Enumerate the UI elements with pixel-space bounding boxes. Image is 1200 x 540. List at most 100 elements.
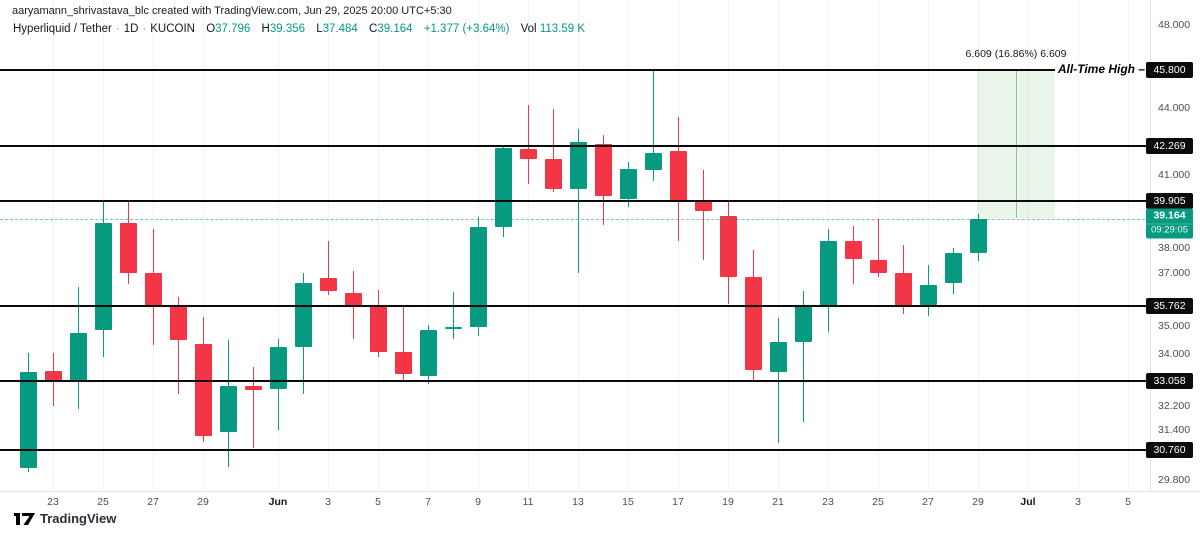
time-tick-label: 5 [1125, 496, 1131, 508]
symbol-name[interactable]: Hyperliquid / Tether [13, 23, 112, 35]
time-tick-label: 25 [872, 496, 884, 508]
candle [820, 241, 837, 307]
candle-wick [403, 306, 404, 380]
price-level-line[interactable] [0, 200, 1150, 203]
candle-wick [878, 218, 879, 277]
candle-wick [253, 366, 254, 448]
time-tick-label: 19 [722, 496, 734, 508]
volume-value: 113.59 K [539, 23, 586, 35]
candle [745, 276, 762, 371]
time-tick-label: 17 [672, 496, 684, 508]
volume-label: Vol [520, 23, 537, 35]
price-tick-label: 31.400 [1158, 423, 1191, 436]
candle [45, 370, 62, 382]
candle [520, 148, 537, 159]
candle-wick [703, 169, 704, 260]
tradingview-logo[interactable]: TradingView [14, 511, 116, 526]
candle [470, 226, 487, 327]
candle [495, 147, 512, 227]
price-level-line[interactable] [0, 448, 1150, 451]
time-tick-label: 13 [572, 496, 584, 508]
grid-line-vertical [53, 0, 54, 491]
candle-wick [653, 69, 654, 182]
time-axis[interactable]: 23 25 27 29 Jun 3 5 7 9 11 13 15 17 19 21 23 25 27 29 Jul 3 5 [0, 491, 1200, 513]
price-level-line[interactable] [0, 145, 1150, 148]
grid-line-vertical [928, 0, 929, 491]
candle [20, 372, 37, 468]
attribution-text: aaryamann_shrivastava_blc created with T… [12, 5, 452, 17]
price-tick-label: 29.800 [1158, 473, 1191, 486]
candle [770, 341, 787, 372]
time-tick-label: 3 [325, 496, 331, 508]
candle [695, 199, 712, 212]
price-change: +1.377 (+3.64%) [423, 23, 510, 35]
candle [195, 343, 212, 436]
candle [945, 252, 962, 284]
projection-range-label: 6.609 (16.86%) 6.609 [965, 47, 1067, 60]
candle [95, 222, 112, 331]
candle-wick [803, 290, 804, 422]
candle [295, 282, 312, 348]
grid-line-vertical [1128, 0, 1129, 491]
time-tick-label: 7 [425, 496, 431, 508]
candle [370, 306, 387, 353]
price-level-line[interactable] [0, 304, 1150, 307]
grid-line-vertical [778, 0, 779, 491]
time-tick-label: 9 [475, 496, 481, 508]
candle [920, 284, 937, 306]
current-price-line [0, 219, 1150, 221]
time-tick-label: 27 [922, 496, 934, 508]
time-tick-label: 23 [47, 496, 59, 508]
candle [220, 386, 237, 433]
grid-line-vertical [378, 0, 379, 491]
grid-line-vertical [628, 0, 629, 491]
candle [795, 306, 812, 342]
price-level-line[interactable] [0, 379, 1150, 382]
price-axis[interactable]: 48.000 44.000 41.000 38.000 37.000 35.000 34.0… [1150, 0, 1200, 491]
separator: · [142, 23, 147, 35]
time-tick-label: 21 [772, 496, 784, 508]
time-tick-label: 11 [522, 496, 534, 508]
candle [895, 272, 912, 307]
candle [720, 215, 737, 277]
time-tick-label: 29 [197, 496, 209, 508]
ath-label: All-Time High – [1054, 61, 1148, 76]
price-tick-label: 48.000 [1158, 18, 1191, 31]
candle [670, 150, 687, 200]
candle-wick [178, 296, 179, 395]
candle [595, 144, 612, 196]
open-label: O [206, 23, 216, 35]
tradingview-logo-icon [14, 513, 35, 525]
tradingview-logo-text: TradingView [40, 511, 117, 526]
open-value: 37.796 [215, 23, 251, 35]
exchange: KUCOIN [150, 23, 195, 35]
chart-area[interactable]: 6.609 (16.86%) 6.609 All-Time High – [0, 0, 1150, 491]
price-tick-label: 44.000 [1158, 102, 1191, 114]
low-value: 37.484 [322, 23, 358, 35]
candle-wick [453, 291, 454, 340]
price-tick-label: 35.000 [1158, 320, 1191, 333]
candle [70, 332, 87, 382]
time-tick-label: 27 [147, 496, 159, 508]
close-value: 39.164 [377, 23, 413, 35]
high-value: 39.356 [269, 23, 306, 35]
candle [645, 152, 662, 171]
candle [245, 386, 262, 391]
price-tick-label: 32.200 [1158, 399, 1191, 412]
grid-line-vertical [1078, 0, 1079, 491]
high-label: H [261, 23, 270, 35]
timeframe[interactable]: 1D [123, 23, 139, 35]
grid-line-vertical [678, 0, 679, 491]
price-level-line[interactable] [0, 68, 1150, 71]
candle [170, 304, 187, 341]
price-tick-label: 34.000 [1158, 347, 1191, 360]
candle [620, 168, 637, 199]
candle-wick [528, 104, 529, 185]
grid-line-vertical [278, 0, 279, 491]
price-tick-label: 37.000 [1158, 267, 1191, 280]
candle-wick [553, 108, 554, 192]
separator: · [115, 23, 120, 35]
candle [120, 222, 137, 274]
candle [445, 326, 462, 329]
time-tick-label: Jun [268, 496, 288, 508]
